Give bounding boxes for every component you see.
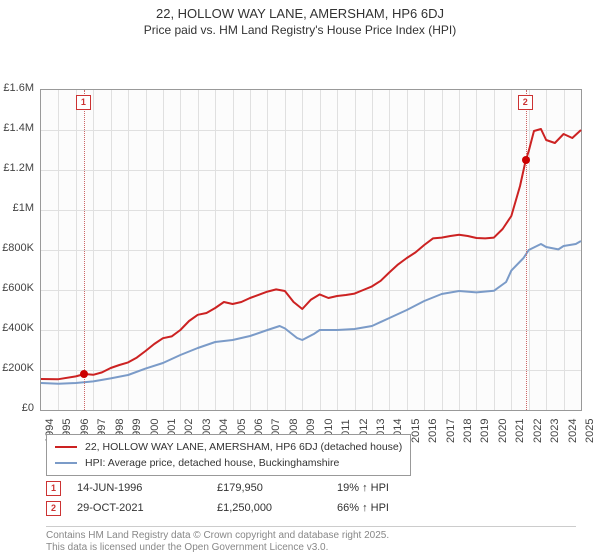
y-tick-label: £1.2M (0, 162, 34, 174)
sale-marker-box: 1 (76, 95, 91, 110)
sale-pct-vs-hpi: 66% ↑ HPI (337, 502, 437, 514)
sale-dot (522, 156, 530, 164)
sale-marker-box: 1 (46, 481, 61, 496)
legend-item: 22, HOLLOW WAY LANE, AMERSHAM, HP6 6DJ (… (55, 439, 402, 455)
series-hpi (41, 241, 581, 384)
sales-table-row: 2 29-OCT-2021£1,250,00066% ↑ HPI (46, 498, 437, 518)
footer-line-2: This data is licensed under the Open Gov… (46, 542, 576, 554)
x-tick-label: 2016 (427, 419, 439, 443)
y-tick-label: £400K (0, 322, 34, 334)
x-tick-label: 2017 (445, 419, 457, 443)
y-tick-label: £800K (0, 242, 34, 254)
chart-subtitle: Price paid vs. HM Land Registry's House … (0, 21, 600, 37)
sale-vline (526, 90, 528, 410)
sales-table-row: 1 14-JUN-1996£179,95019% ↑ HPI (46, 478, 437, 498)
x-tick-label: 2023 (549, 419, 561, 443)
x-tick-label: 2021 (514, 419, 526, 443)
x-tick-label: 2025 (584, 419, 596, 443)
x-tick-label: 2019 (479, 419, 491, 443)
legend-label: HPI: Average price, detached house, Buck… (85, 457, 339, 469)
series-property (41, 129, 581, 379)
legend: 22, HOLLOW WAY LANE, AMERSHAM, HP6 6DJ (… (46, 434, 411, 476)
sale-price: £1,250,000 (217, 502, 337, 514)
x-tick-label: 2018 (462, 419, 474, 443)
y-tick-label: £1.6M (0, 82, 34, 94)
y-tick-label: £200K (0, 362, 34, 374)
y-tick-label: £1M (0, 202, 34, 214)
sale-date: 29-OCT-2021 (77, 502, 217, 514)
legend-swatch (55, 446, 77, 448)
y-tick-label: £600K (0, 282, 34, 294)
sale-price: £179,950 (217, 482, 337, 494)
y-tick-label: £1.4M (0, 122, 34, 134)
footer-line-1: Contains HM Land Registry data © Crown c… (46, 530, 576, 542)
x-tick-label: 2022 (532, 419, 544, 443)
x-tick-label: 2015 (410, 419, 422, 443)
y-tick-label: £0 (0, 402, 34, 414)
sale-marker-box: 2 (46, 501, 61, 516)
sales-table: 1 14-JUN-1996£179,95019% ↑ HPI 2 29-OCT-202… (46, 478, 437, 518)
sale-marker-box: 2 (518, 95, 533, 110)
sale-dot (80, 370, 88, 378)
sale-date: 14-JUN-1996 (77, 482, 217, 494)
sale-vline (84, 90, 86, 410)
legend-swatch (55, 462, 77, 464)
footer-attribution: Contains HM Land Registry data © Crown c… (46, 526, 576, 553)
chart-title: 22, HOLLOW WAY LANE, AMERSHAM, HP6 6DJ (0, 0, 600, 21)
sale-pct-vs-hpi: 19% ↑ HPI (337, 482, 437, 494)
legend-item: HPI: Average price, detached house, Buck… (55, 455, 402, 471)
x-tick-label: 2020 (497, 419, 509, 443)
plot-area (40, 89, 582, 411)
legend-label: 22, HOLLOW WAY LANE, AMERSHAM, HP6 6DJ (… (85, 441, 402, 453)
x-tick-label: 2024 (567, 419, 579, 443)
